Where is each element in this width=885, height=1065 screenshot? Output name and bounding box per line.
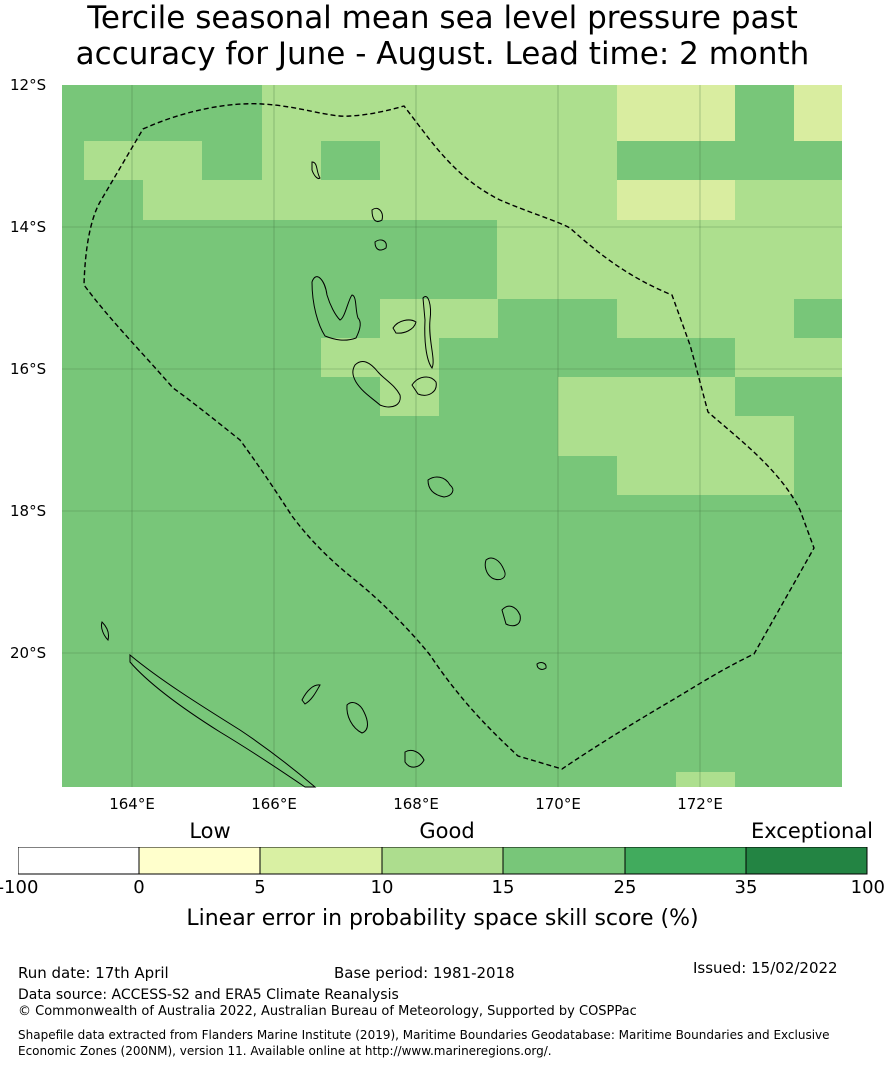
colorbar-segment-1 — [18, 847, 140, 875]
shapefile-credit: Shapefile data extracted from Flanders M… — [18, 1028, 830, 1058]
colorbar-segment-3 — [259, 847, 383, 875]
lon-label-168e: 168°E — [393, 795, 439, 813]
run-date: Run date: 17th April — [18, 964, 169, 982]
eez-boundary — [83, 103, 815, 770]
colorbar-tick-10: 10 — [370, 877, 394, 898]
colorbar-tick--100: -100 — [0, 877, 39, 898]
lat-label-12s: 12°S — [10, 76, 47, 94]
colorbar-tick-5: 5 — [254, 877, 266, 898]
colorbar-category-exceptional: Exceptional — [750, 819, 874, 843]
map-gridlines — [62, 85, 842, 787]
title-line-2: accuracy for June - August. Lead time: 2… — [75, 36, 810, 72]
skill-region-15-25 — [321, 141, 842, 338]
colorbar-segment-7 — [745, 847, 868, 875]
colorbar-tick-0: 0 — [133, 877, 145, 898]
lon-label-170e: 170°E — [535, 795, 581, 813]
lat-label-16s: 16°S — [10, 360, 47, 378]
colorbar-title: Linear error in probability space skill … — [186, 906, 699, 931]
lon-label-172e: 172°E — [677, 795, 723, 813]
colorbar-segment-2 — [138, 847, 261, 875]
lon-label-166e: 166°E — [251, 795, 297, 813]
colorbar-category-good: Good — [419, 819, 475, 843]
colorbar-segment-6 — [624, 847, 747, 875]
colorbar-tick-15: 15 — [491, 877, 515, 898]
copyright-notice: © Commonwealth of Australia 2022, Austra… — [18, 1004, 637, 1019]
colorbar-tick-25: 25 — [613, 877, 637, 898]
data-source: Data source: ACCESS-S2 and ERA5 Climate … — [18, 987, 399, 1003]
colorbar — [18, 847, 868, 875]
map-title: Tercile seasonal mean sea level pressure… — [0, 0, 885, 72]
title-line-1: Tercile seasonal mean sea level pressure… — [87, 0, 798, 36]
lat-label-18s: 18°S — [10, 502, 47, 520]
skill-region-5-10 — [617, 85, 842, 220]
vanuatu-islands — [101, 161, 547, 788]
base-period: Base period: 1981-2018 — [334, 964, 515, 982]
colorbar-tick-100: 100 — [850, 877, 885, 898]
colorbar-segment-4 — [381, 847, 504, 875]
issued-date: Issued: 15/02/2022 — [693, 959, 838, 977]
colorbar-tick-35: 35 — [734, 877, 758, 898]
lat-label-20s: 20°S — [10, 644, 47, 662]
lon-label-164e: 164°E — [109, 795, 155, 813]
colorbar-segment-5 — [502, 847, 626, 875]
skill-score-map — [62, 85, 842, 788]
colorbar-category-low: Low — [189, 819, 231, 843]
lat-label-14s: 14°S — [10, 218, 47, 236]
